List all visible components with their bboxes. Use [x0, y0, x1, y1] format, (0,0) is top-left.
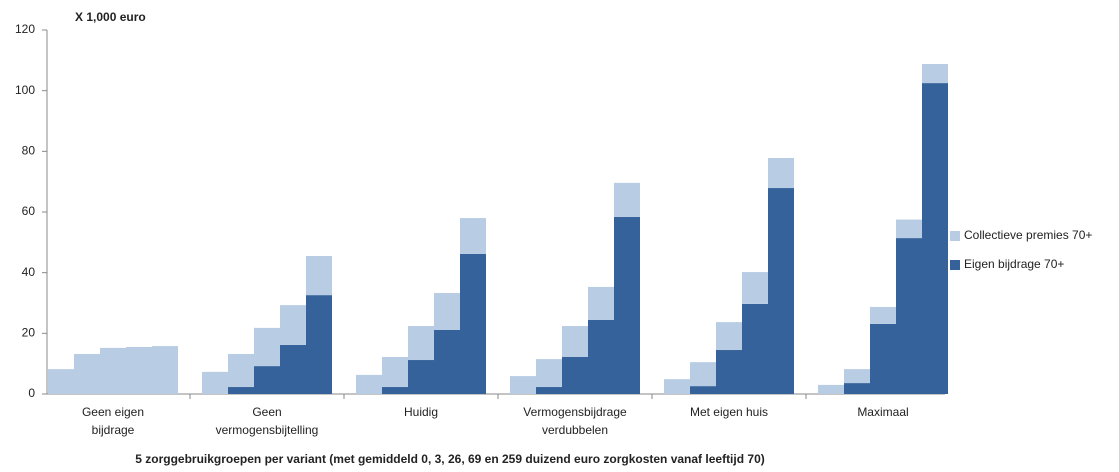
bar-segment	[870, 323, 896, 394]
bar-segment	[768, 188, 794, 394]
x-tick-label-line: Geen eigen	[82, 405, 144, 419]
bar-segment	[690, 362, 716, 387]
x-tick-label: Geen eigen bijdrage	[82, 405, 144, 437]
x-tick-label: Maximaal	[857, 405, 908, 419]
bar-segment	[254, 327, 280, 367]
legend-label: Eigen bijdrage 70+	[964, 257, 1064, 271]
bar-segment	[716, 322, 742, 351]
bar-segment	[510, 376, 536, 394]
bar-segment	[126, 346, 152, 394]
bar-segment	[588, 286, 614, 320]
legend-swatch	[950, 231, 960, 241]
y-tick-label: 40	[22, 265, 36, 279]
bar-segment	[562, 356, 588, 394]
bar-segment	[356, 374, 382, 394]
y-tick-label: 120	[15, 22, 35, 36]
x-tick-label: Huidig	[404, 405, 438, 419]
bar-segment	[202, 371, 228, 394]
bar-segment	[614, 182, 640, 217]
bar-segment	[434, 329, 460, 394]
bar-segment	[742, 303, 768, 394]
bar-segment	[896, 238, 922, 394]
legend-label: Collectieve premies 70+	[964, 228, 1092, 242]
bar-segment	[818, 384, 844, 394]
bar-segment	[460, 218, 486, 254]
x-tick-label-line: Maximaal	[857, 405, 908, 419]
bar-segment	[922, 63, 948, 84]
legend-swatch	[950, 260, 960, 270]
x-tick-label: Geen vermogensbijtelling	[216, 405, 319, 437]
bar-segment	[768, 158, 794, 189]
bar-segment	[896, 219, 922, 239]
bar-segment	[434, 292, 460, 330]
x-tick-label: Vermogensbijdrage verdubbelen	[523, 405, 627, 437]
bar-segment	[228, 353, 254, 388]
bar-segment	[408, 326, 434, 361]
x-tick-label-line: verdubbelen	[542, 423, 608, 437]
bar-segment	[690, 386, 716, 394]
y-tick-label: 0	[28, 386, 35, 400]
bar-segment	[48, 369, 74, 394]
bar-segment	[588, 319, 614, 394]
x-tick-label-line: Met eigen huis	[690, 405, 768, 419]
bar-segment	[664, 379, 690, 394]
bar-segment	[280, 344, 306, 394]
y-tick-label: 20	[22, 326, 36, 340]
bar-segment	[536, 387, 562, 394]
y-tick-label: 100	[15, 83, 35, 97]
x-tick-label-line: Huidig	[404, 405, 438, 419]
bar-segment	[280, 305, 306, 345]
bar-segment	[408, 360, 434, 394]
x-axis-label: 5 zorggebruikgroepen per variant (met ge…	[135, 452, 765, 466]
y-tick-label: 60	[22, 204, 36, 218]
bar-segment	[844, 369, 870, 384]
bar-segment	[382, 356, 408, 388]
bar-segment	[382, 387, 408, 394]
y-tick-label: 80	[22, 144, 36, 158]
bar-segment	[152, 346, 178, 394]
bar-segment	[306, 255, 332, 296]
bar-segment	[922, 83, 948, 394]
bar-segment	[614, 216, 640, 394]
x-tick-label: Met eigen huis	[690, 405, 768, 419]
bar-segment	[228, 387, 254, 394]
x-tick-label-line: Vermogensbijdrage	[523, 405, 627, 419]
bar-segment	[844, 383, 870, 394]
bar-segment	[100, 347, 126, 394]
x-tick-label-line: Geen	[252, 405, 281, 419]
bar-segment	[254, 366, 280, 394]
bar-segment	[716, 350, 742, 394]
bar-segment	[74, 353, 100, 394]
bar-segment	[536, 359, 562, 388]
bar-segment	[870, 306, 896, 324]
x-tick-label-line: vermogensbijtelling	[216, 423, 319, 437]
bar-segment	[306, 295, 332, 394]
bar-segment	[742, 272, 768, 304]
x-tick-label-line: bijdrage	[92, 423, 135, 437]
bar-segment	[562, 326, 588, 357]
chart-title: X 1,000 euro	[75, 10, 146, 24]
bar-segment	[460, 253, 486, 394]
